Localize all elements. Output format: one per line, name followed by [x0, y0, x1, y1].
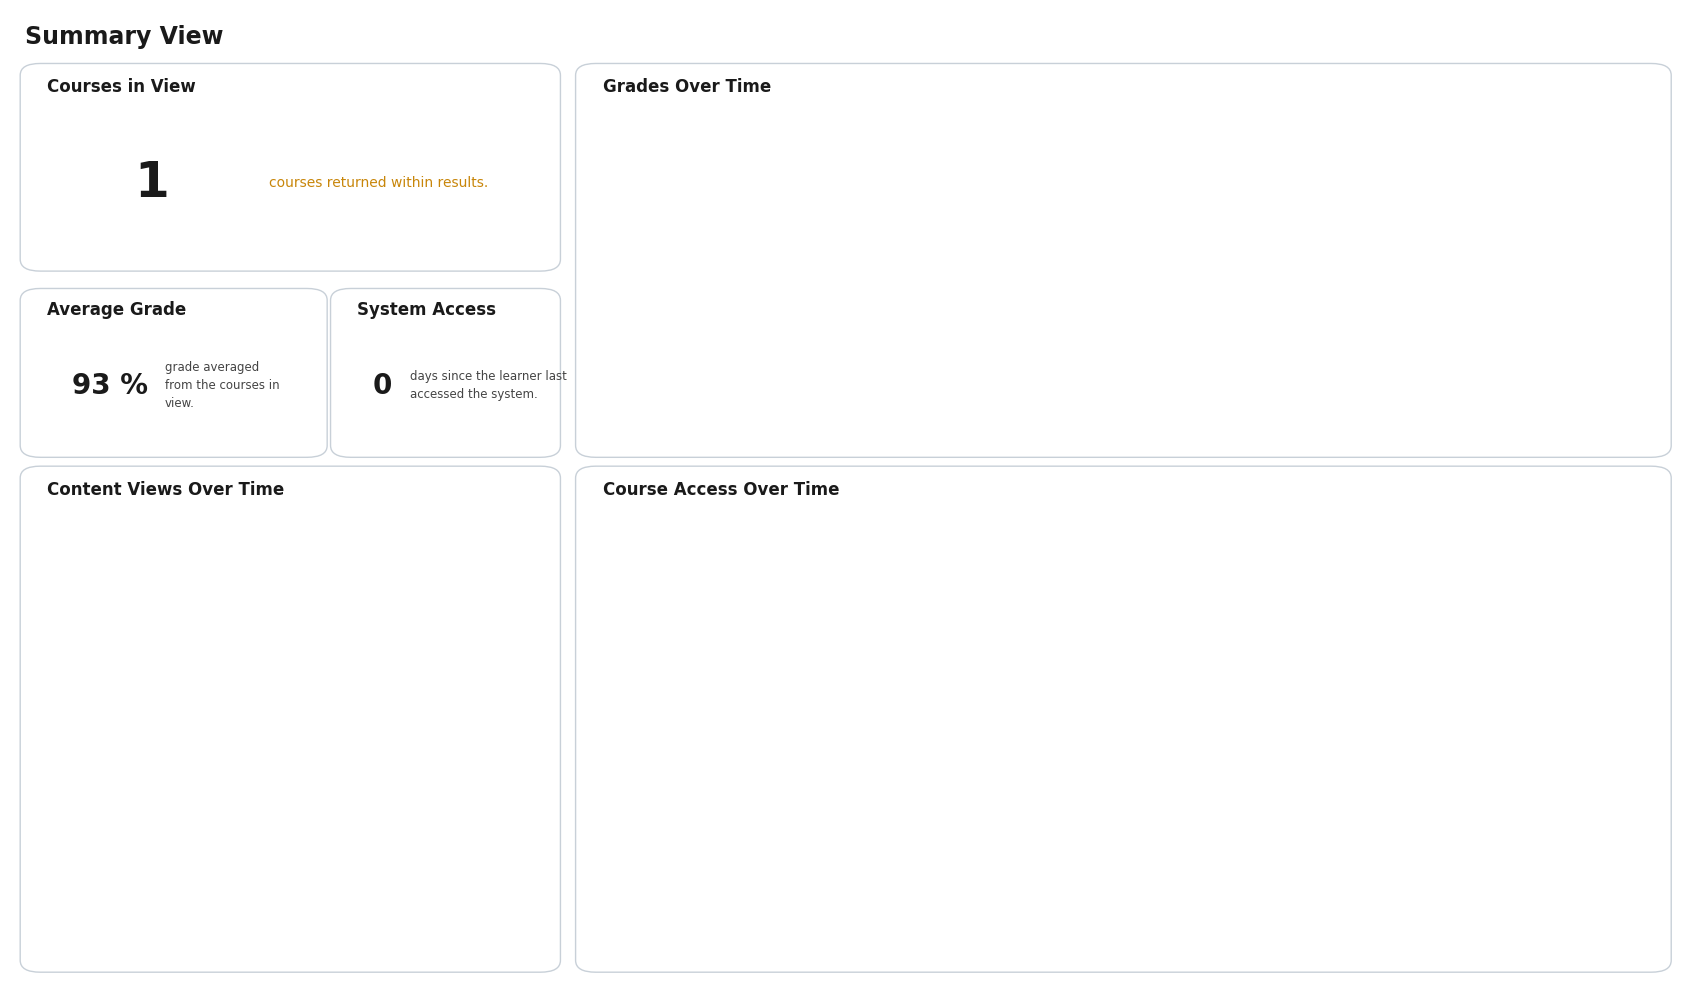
Text: Grades Over Time: Grades Over Time [602, 79, 770, 96]
Text: 93 %: 93 % [72, 372, 148, 400]
Text: Content Views Over Time: Content Views Over Time [47, 481, 284, 499]
Text: Courses in View: Courses in View [47, 79, 195, 96]
Text: Average Grade: Average Grade [47, 301, 187, 319]
Text: 0: 0 [372, 372, 392, 400]
Text: System Access: System Access [357, 301, 496, 319]
Text: days since the learner last
accessed the system.: days since the learner last accessed the… [409, 370, 567, 401]
Y-axis label: View Count: View Count [67, 644, 77, 707]
Text: grade averaged
from the courses in
view.: grade averaged from the courses in view. [165, 361, 279, 410]
Text: Course Access Over Time: Course Access Over Time [602, 481, 839, 499]
Text: 1: 1 [135, 159, 168, 208]
X-axis label: Date: Date [1142, 890, 1171, 899]
Text: courses returned within results.: courses returned within results. [269, 176, 488, 191]
Text: Summary View: Summary View [25, 25, 224, 48]
X-axis label: Date: Date [1142, 403, 1171, 414]
X-axis label: Date: Date [304, 890, 335, 899]
Y-axis label: Course Access Count: Course Access Count [634, 616, 644, 733]
Y-axis label: Current Grade (%): Current Grade (%) [627, 180, 637, 282]
